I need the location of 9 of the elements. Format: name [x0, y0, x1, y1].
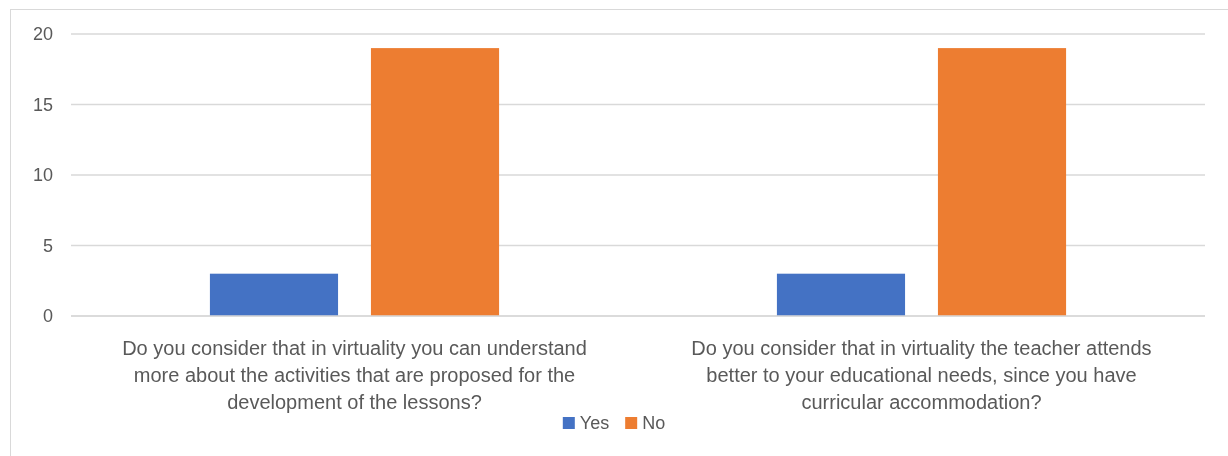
y-tick-label: 15: [32, 94, 53, 115]
y-tick-label: 10: [32, 165, 53, 186]
y-tick-label: 5: [42, 235, 53, 256]
legend-label: Yes: [579, 413, 610, 434]
y-tick-label: 20: [32, 24, 53, 45]
x-tick-label: Do you consider that in virtuality the teacher attends better to your educational needs, since you have curricular accommodation?: [691, 337, 1152, 413]
y-tick-label: 0: [42, 306, 53, 327]
legend-label: No: [642, 413, 666, 434]
x-tick-label: Do you consider that in virtuality you can understand more about the activities that are proposed for the development of the lessons?: [122, 337, 587, 413]
